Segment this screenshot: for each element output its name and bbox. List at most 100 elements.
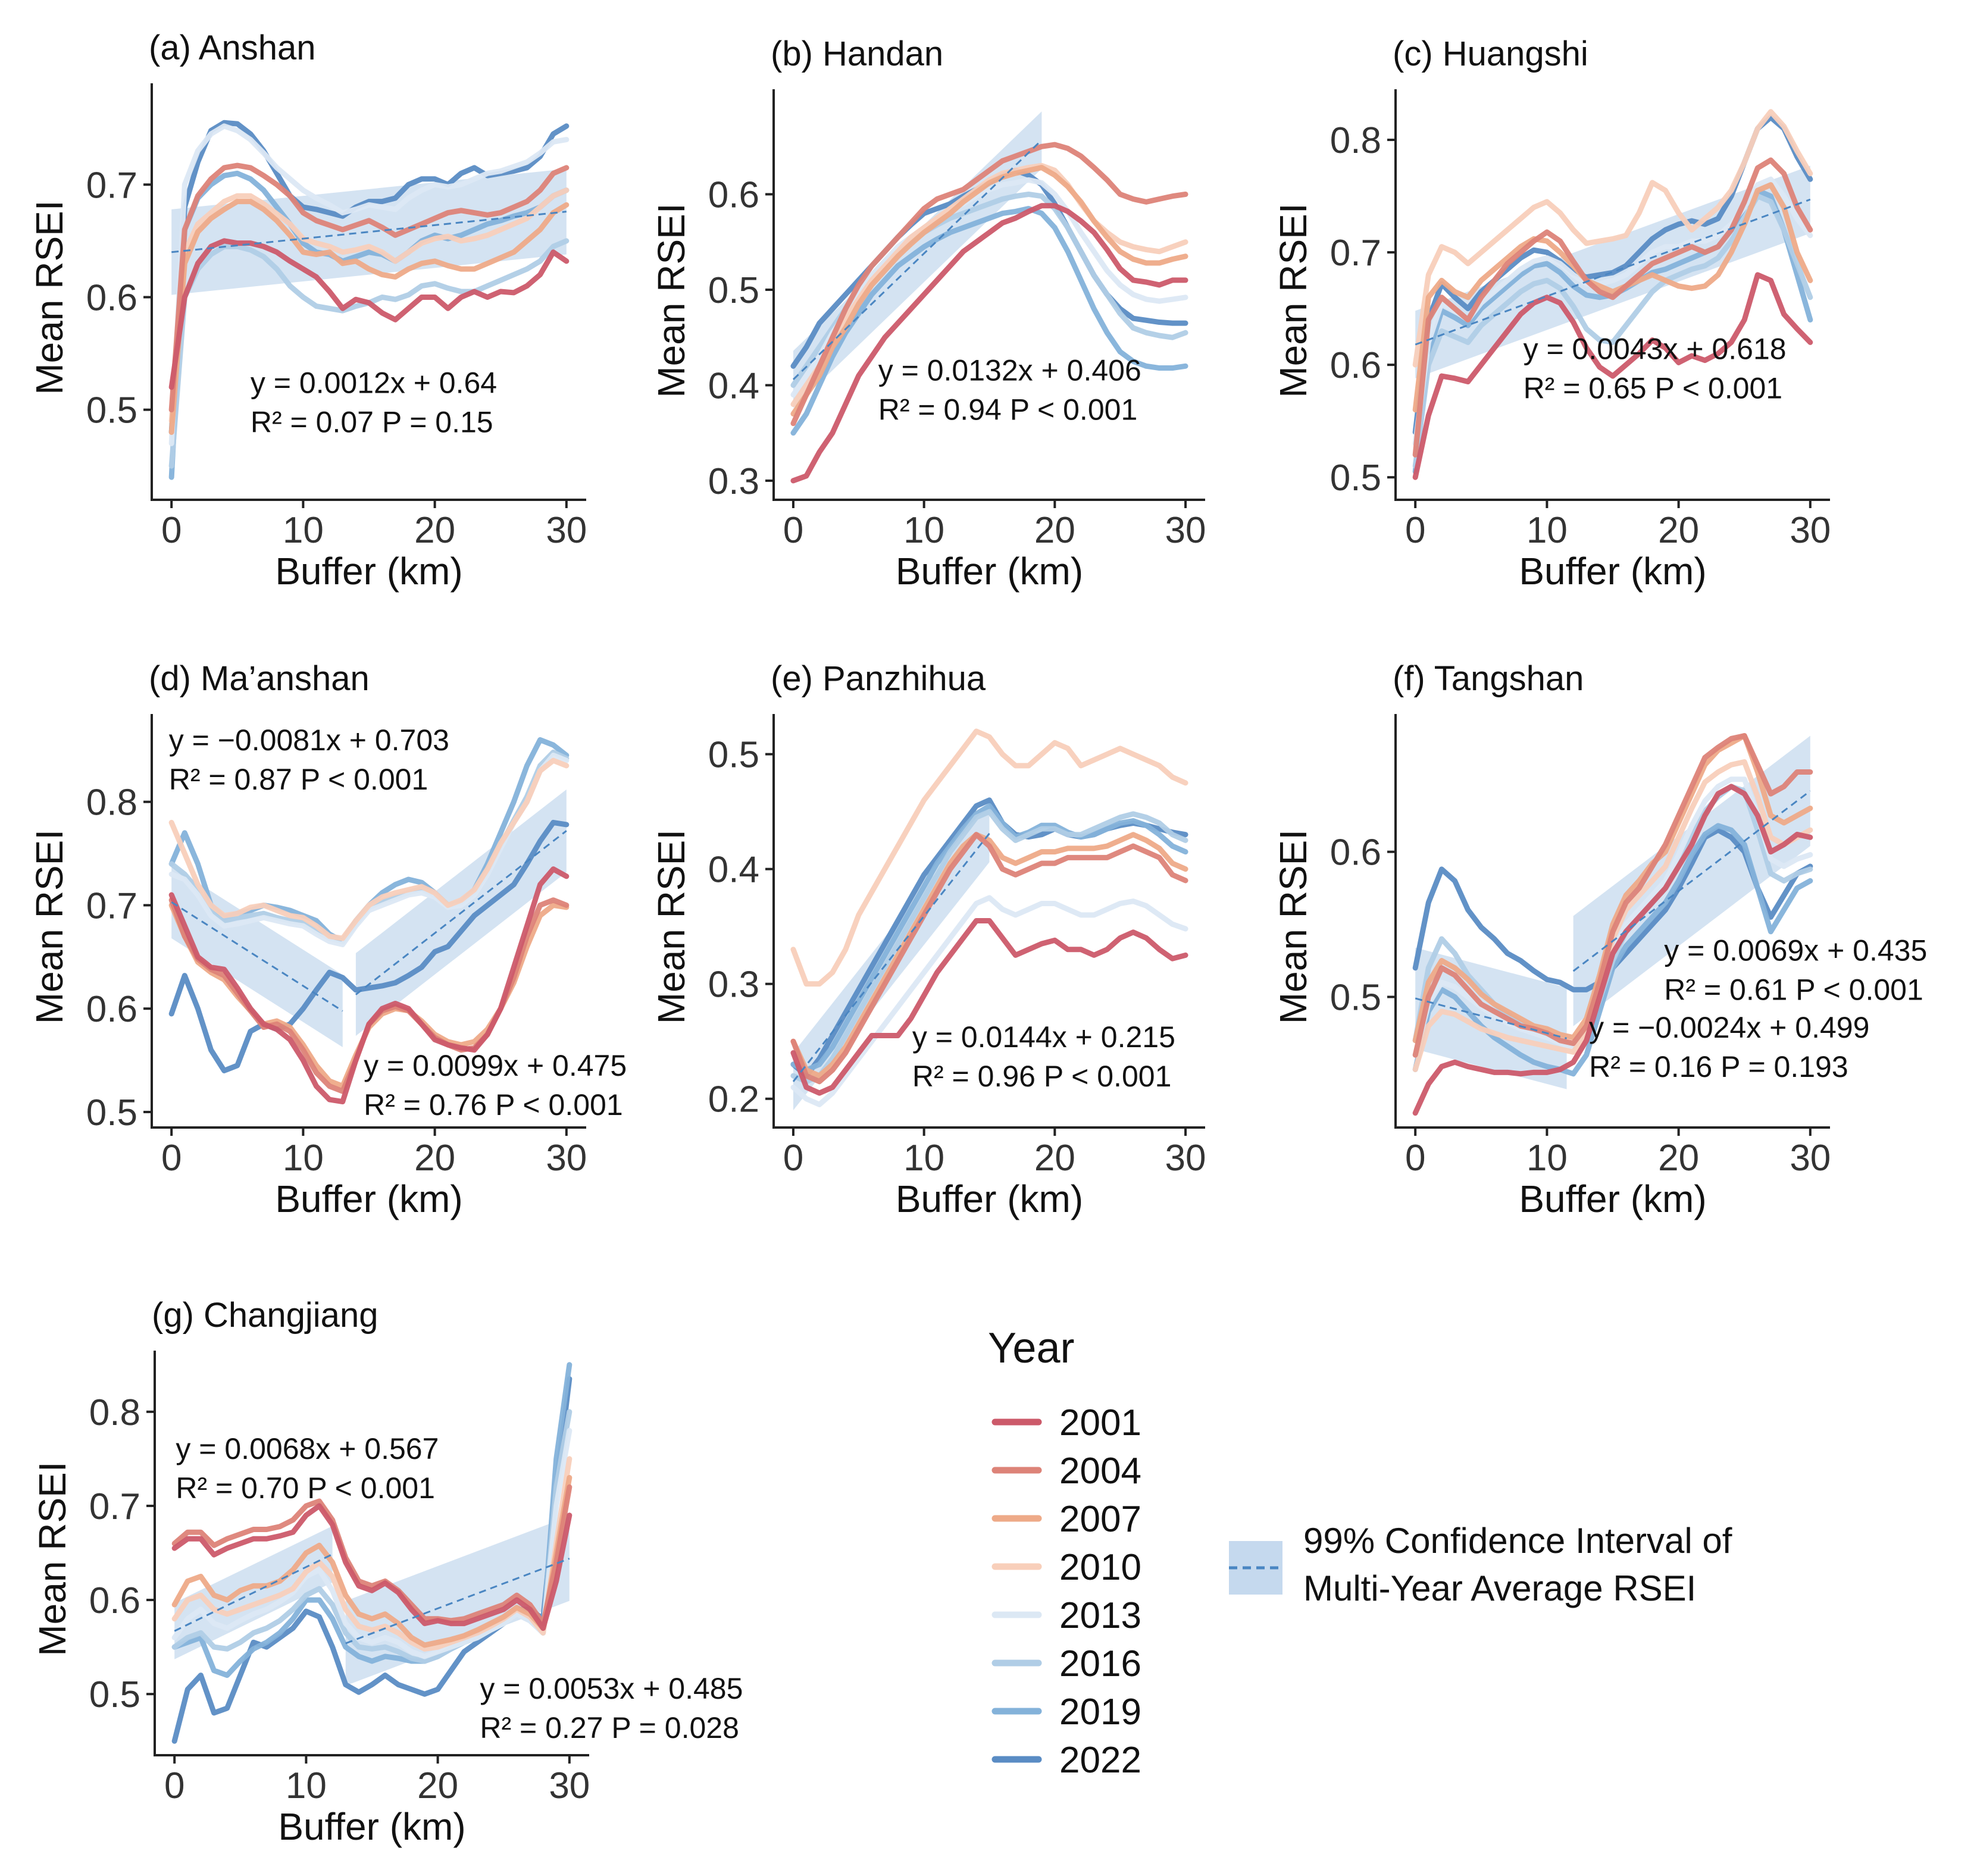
legend-label: 2010 — [1059, 1547, 1141, 1588]
legend-item-2022: 2022 — [991, 1740, 1141, 1781]
x-tick-label: 30 — [1790, 510, 1831, 551]
y-axis-title: Mean RSEI — [1272, 203, 1315, 397]
y-tick-label: 0.7 — [1330, 233, 1381, 274]
series-line-2004 — [790, 142, 1188, 427]
panel-d: (d) Ma’anshan 0 10 20 30 0.5 0.6 0.7 0.8 Buffer (… — [28, 659, 627, 1220]
y-tick-label: 0.6 — [89, 1580, 140, 1621]
y-tick-label: 0.6 — [1330, 832, 1381, 873]
x-tick-label: 30 — [546, 510, 587, 551]
y-tick-label: 0.8 — [89, 1392, 140, 1433]
x-tick-label: 20 — [1034, 1138, 1075, 1179]
trend-line-1 — [355, 830, 567, 995]
x-tick-label: 20 — [1658, 510, 1699, 551]
series-line-2004 — [1412, 733, 1813, 1058]
regression-equation: y = −0.0024x + 0.499 — [1589, 1011, 1869, 1044]
legend-item-2007: 2007 — [991, 1499, 1141, 1540]
y-axis-title: Mean RSEI — [28, 200, 71, 394]
regression-stats: R² = 0.27 P = 0.028 — [480, 1711, 739, 1745]
series-line-2001 — [1412, 784, 1813, 1116]
y-tick-label: 0.5 — [1330, 978, 1381, 1019]
x-tick-label: 20 — [1034, 510, 1075, 551]
series-line-2004 — [1412, 157, 1813, 458]
panel-a: (a) Anshan 0 10 20 30 0.5 0.6 0.7 Buffer (km) Mea… — [28, 29, 587, 593]
series-line-2007 — [790, 165, 1188, 417]
x-tick-label: 0 — [161, 1138, 182, 1179]
y-tick-label: 0.7 — [86, 165, 137, 206]
trend-line-0 — [171, 211, 567, 253]
trend-line-1 — [345, 1558, 570, 1645]
x-tick-label: 30 — [546, 1138, 587, 1179]
legend-item-2016: 2016 — [991, 1643, 1141, 1684]
series-line-2001 — [171, 1503, 573, 1631]
series-line-2007 — [168, 199, 570, 435]
series-line-2001 — [1412, 272, 1813, 480]
x-tick-label: 0 — [164, 1765, 184, 1806]
legend-label: 2007 — [1059, 1499, 1141, 1540]
series-line-2007 — [171, 1474, 573, 1648]
panel-e: (e) Panzhihua 0 10 20 30 0.2 0.3 0.4 0.5 Buffer (… — [650, 659, 1206, 1220]
x-tick-label: 0 — [161, 510, 182, 551]
y-tick-label: 0.5 — [89, 1674, 140, 1715]
legend: Year 2001 2004 2007 2010 2013 2016 2019 2022 99… — [988, 1324, 1732, 1781]
y-axis-title: Mean RSEI — [650, 203, 693, 397]
regression-stats: R² = 0.16 P = 0.193 — [1589, 1050, 1848, 1083]
regression-stats: R² = 0.61 P < 0.001 — [1664, 973, 1923, 1007]
x-tick-label: 10 — [903, 510, 944, 551]
x-tick-label: 10 — [1526, 1138, 1568, 1179]
series-line-2013 — [790, 177, 1188, 397]
y-tick-label: 0.5 — [708, 270, 759, 311]
panel-title: (b) Handan — [771, 35, 943, 73]
regression-equation: y = 0.0068x + 0.567 — [176, 1432, 439, 1465]
series-line-2022 — [168, 819, 570, 1073]
regression-stats: R² = 0.87 P < 0.001 — [169, 763, 428, 796]
y-tick-label: 0.5 — [86, 1092, 137, 1133]
regression-equation: y = 0.0012x + 0.64 — [251, 366, 497, 399]
y-tick-label: 0.6 — [1330, 345, 1381, 386]
series-line-2013 — [171, 1427, 573, 1659]
y-tick-label: 0.8 — [1330, 120, 1381, 161]
regression-equation: y = 0.0099x + 0.475 — [364, 1049, 627, 1082]
x-axis-title: Buffer (km) — [278, 1805, 465, 1848]
y-axis-title: Mean RSEI — [1272, 829, 1315, 1024]
panel-f: (f) Tangshan 0 10 20 30 0.5 0.6 Buffer (km) Mean… — [1272, 659, 1927, 1220]
x-tick-label: 20 — [1658, 1138, 1699, 1179]
panel-title: (d) Ma’anshan — [149, 659, 370, 698]
legend-ci-label-line1: 99% Confidence Interval of — [1303, 1521, 1732, 1561]
x-tick-label: 30 — [1165, 1138, 1206, 1179]
x-tick-label: 0 — [1405, 1138, 1425, 1179]
legend-item-2019: 2019 — [991, 1692, 1141, 1733]
legend-item-2004: 2004 — [991, 1451, 1141, 1492]
trend-line-0 — [171, 901, 343, 1012]
y-tick-label: 0.4 — [708, 850, 759, 891]
y-tick-label: 0.5 — [86, 390, 137, 431]
legend-ci-label-line2: Multi-Year Average RSEI — [1303, 1568, 1696, 1608]
x-tick-label: 10 — [903, 1138, 944, 1179]
x-tick-label: 30 — [1790, 1138, 1831, 1179]
series-line-2001 — [790, 918, 1188, 1096]
regression-stats: R² = 0.94 P < 0.001 — [878, 393, 1138, 426]
y-tick-label: 0.5 — [1330, 458, 1381, 499]
y-tick-label: 0.3 — [708, 964, 759, 1006]
x-axis-title: Buffer (km) — [275, 550, 462, 593]
panel-title: (c) Huangshi — [1393, 35, 1588, 73]
panel-title: (f) Tangshan — [1393, 659, 1584, 698]
series-line-2007 — [790, 832, 1188, 1079]
series-line-2010 — [1412, 109, 1813, 368]
trend-line-0 — [792, 139, 1043, 380]
y-tick-label: 0.5 — [708, 735, 759, 776]
panels: (a) Anshan 0 10 20 30 0.5 0.6 0.7 Buffer (km) Mea… — [28, 29, 1927, 1848]
panel-title: (a) Anshan — [149, 29, 316, 67]
y-tick-label: 0.7 — [89, 1486, 140, 1527]
series-line-2001 — [168, 238, 570, 390]
series-line-2016 — [790, 809, 1188, 1085]
trend-line-1 — [1572, 790, 1811, 972]
x-tick-label: 10 — [1526, 510, 1568, 551]
legend-label: 2016 — [1059, 1643, 1141, 1684]
x-axis-title: Buffer (km) — [1519, 550, 1706, 593]
x-tick-label: 0 — [783, 510, 803, 551]
trend-line-0 — [1415, 198, 1811, 346]
series-line-2004 — [790, 832, 1188, 1085]
y-tick-label: 0.3 — [708, 461, 759, 502]
y-tick-label: 0.8 — [86, 782, 137, 823]
x-axis-title: Buffer (km) — [896, 1177, 1083, 1220]
